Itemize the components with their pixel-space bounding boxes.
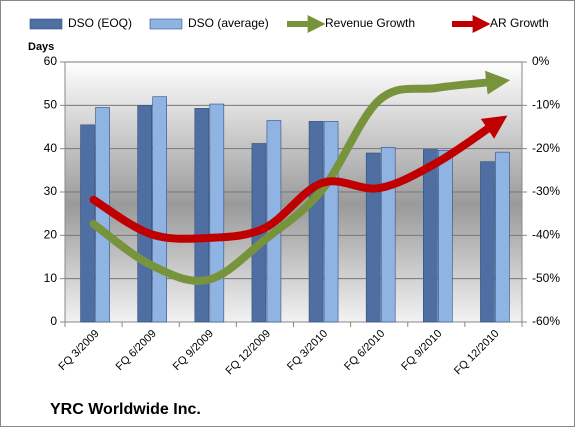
y2-tick-label: 0%	[532, 54, 550, 68]
bar	[95, 107, 110, 323]
y2-tick-label: -60%	[532, 314, 560, 328]
bar	[137, 105, 152, 323]
bar	[194, 108, 210, 323]
y2-tick-label: -50%	[532, 271, 560, 285]
line	[89, 115, 508, 243]
legend-label: DSO (average)	[188, 16, 269, 30]
legend-label: AR Growth	[490, 16, 549, 30]
y-tick-label: 10	[44, 271, 58, 285]
bar	[480, 161, 495, 323]
bar	[438, 150, 453, 323]
bar	[365, 152, 381, 323]
y-tick-label: 20	[44, 228, 58, 242]
y-axis-label: Days	[28, 41, 54, 53]
bar	[495, 151, 510, 323]
y2-tick-label: -40%	[532, 228, 560, 242]
y-tick-label: 60	[44, 54, 58, 68]
y-tick-label: 0	[50, 314, 57, 328]
chart-title: YRC Worldwide Inc.	[50, 401, 201, 418]
y2-tick-label: -30%	[532, 184, 560, 198]
y2-tick-label: -10%	[532, 98, 560, 112]
legend-swatch	[149, 18, 183, 30]
y-tick-label: 40	[44, 141, 58, 155]
legend-label: Revenue Growth	[325, 16, 415, 30]
bar	[323, 121, 339, 323]
y-tick-label: 30	[44, 184, 58, 198]
bar	[380, 147, 396, 323]
legend-swatch	[29, 18, 63, 30]
bar	[308, 121, 324, 323]
bar	[209, 103, 225, 323]
bar	[152, 96, 167, 323]
y2-tick-label: -20%	[532, 141, 560, 155]
y-tick-label: 50	[44, 98, 58, 112]
bar	[423, 149, 438, 323]
line	[89, 70, 511, 285]
legend-label: DSO (EOQ)	[68, 16, 132, 30]
